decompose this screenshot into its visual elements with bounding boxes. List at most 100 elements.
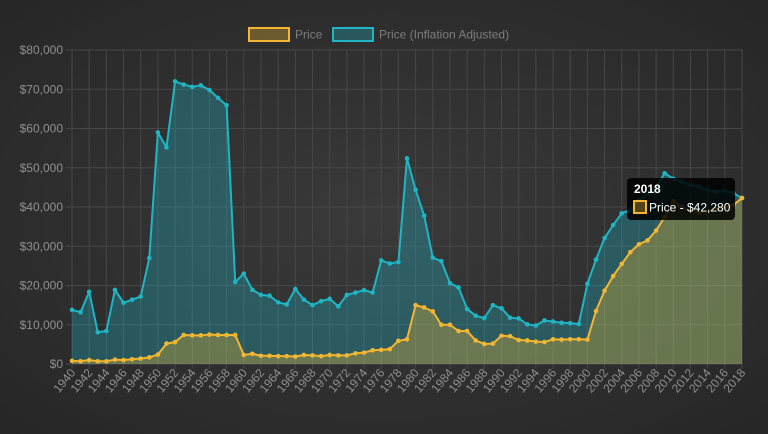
- point-price-inflation-adjusted[interactable]: [464, 306, 470, 312]
- point-price[interactable]: [147, 355, 152, 360]
- point-price-inflation-adjusted[interactable]: [439, 258, 444, 264]
- point-price[interactable]: [456, 328, 461, 334]
- point-price-inflation-adjusted[interactable]: [533, 323, 539, 328]
- point-price-inflation-adjusted[interactable]: [232, 279, 238, 285]
- point-price-inflation-adjusted[interactable]: [207, 87, 212, 93]
- point-price[interactable]: [576, 336, 582, 342]
- point-price-inflation-adjusted[interactable]: [344, 292, 350, 298]
- point-price-inflation-adjusted[interactable]: [456, 285, 461, 290]
- point-price[interactable]: [164, 341, 169, 346]
- point-price-inflation-adjusted[interactable]: [559, 320, 564, 326]
- point-price[interactable]: [499, 333, 504, 339]
- point-price-inflation-adjusted[interactable]: [310, 302, 315, 308]
- point-price[interactable]: [78, 358, 83, 364]
- point-price[interactable]: [318, 353, 324, 359]
- point-price[interactable]: [490, 341, 496, 346]
- point-price[interactable]: [138, 356, 144, 361]
- point-price-inflation-adjusted[interactable]: [78, 309, 83, 315]
- point-price-inflation-adjusted[interactable]: [95, 329, 101, 335]
- point-price-inflation-adjusted[interactable]: [301, 297, 307, 302]
- point-price[interactable]: [310, 353, 315, 358]
- point-price-inflation-adjusted[interactable]: [69, 307, 75, 313]
- point-price-inflation-adjusted[interactable]: [241, 271, 247, 277]
- point-price[interactable]: [653, 228, 659, 233]
- point-price-inflation-adjusted[interactable]: [258, 292, 264, 298]
- point-price[interactable]: [370, 347, 375, 353]
- point-price-inflation-adjusted[interactable]: [430, 255, 436, 260]
- point-price-inflation-adjusted[interactable]: [164, 145, 169, 150]
- point-price[interactable]: [739, 195, 745, 201]
- point-price[interactable]: [258, 353, 264, 359]
- point-price-inflation-adjusted[interactable]: [121, 300, 126, 306]
- point-price-inflation-adjusted[interactable]: [507, 315, 513, 320]
- point-price[interactable]: [482, 341, 487, 347]
- point-price[interactable]: [473, 338, 479, 343]
- point-price[interactable]: [275, 353, 281, 359]
- point-price[interactable]: [619, 261, 625, 267]
- point-price-inflation-adjusted[interactable]: [567, 320, 573, 326]
- point-price-inflation-adjusted[interactable]: [482, 315, 487, 321]
- point-price[interactable]: [550, 336, 556, 342]
- point-price-inflation-adjusted[interactable]: [396, 259, 401, 265]
- point-price-inflation-adjusted[interactable]: [215, 95, 221, 101]
- point-price-inflation-adjusted[interactable]: [585, 281, 590, 287]
- point-price-inflation-adjusted[interactable]: [172, 79, 178, 84]
- point-price[interactable]: [404, 336, 410, 342]
- point-price-inflation-adjusted[interactable]: [370, 290, 375, 295]
- point-price-inflation-adjusted[interactable]: [138, 294, 144, 299]
- point-price[interactable]: [413, 302, 418, 308]
- point-price-inflation-adjusted[interactable]: [499, 305, 504, 311]
- point-price[interactable]: [396, 338, 401, 344]
- point-price-inflation-adjusted[interactable]: [447, 280, 453, 286]
- point-price[interactable]: [344, 353, 350, 358]
- point-price-inflation-adjusted[interactable]: [284, 302, 290, 307]
- point-price-inflation-adjusted[interactable]: [490, 302, 496, 308]
- point-price-inflation-adjusted[interactable]: [224, 103, 229, 108]
- point-price-inflation-adjusted[interactable]: [155, 130, 161, 135]
- point-price[interactable]: [387, 346, 393, 352]
- point-price[interactable]: [610, 273, 616, 279]
- point-price-inflation-adjusted[interactable]: [318, 298, 324, 304]
- point-price-inflation-adjusted[interactable]: [86, 289, 92, 295]
- point-price[interactable]: [628, 249, 633, 255]
- point-price-inflation-adjusted[interactable]: [387, 261, 393, 266]
- point-price-inflation-adjusted[interactable]: [662, 170, 667, 176]
- point-price[interactable]: [86, 357, 92, 363]
- point-price-inflation-adjusted[interactable]: [524, 322, 530, 327]
- point-price-inflation-adjusted[interactable]: [250, 287, 255, 293]
- point-price[interactable]: [507, 333, 513, 339]
- point-price[interactable]: [645, 238, 650, 243]
- point-price[interactable]: [250, 351, 255, 357]
- point-price[interactable]: [224, 332, 229, 338]
- point-price[interactable]: [567, 336, 573, 342]
- point-price[interactable]: [95, 358, 101, 364]
- point-price[interactable]: [516, 337, 521, 343]
- point-price[interactable]: [112, 357, 118, 362]
- point-price[interactable]: [524, 338, 530, 343]
- point-price[interactable]: [585, 337, 590, 342]
- point-price-inflation-adjusted[interactable]: [610, 222, 616, 228]
- point-price[interactable]: [104, 358, 109, 364]
- point-price[interactable]: [636, 241, 642, 247]
- point-price-inflation-adjusted[interactable]: [413, 187, 418, 193]
- point-price[interactable]: [69, 358, 75, 364]
- point-price-inflation-adjusted[interactable]: [404, 156, 410, 161]
- point-price[interactable]: [430, 309, 436, 314]
- point-price-inflation-adjusted[interactable]: [576, 321, 582, 327]
- point-price-inflation-adjusted[interactable]: [378, 258, 384, 263]
- point-price-inflation-adjusted[interactable]: [104, 328, 109, 334]
- point-price[interactable]: [464, 328, 470, 334]
- point-price-inflation-adjusted[interactable]: [516, 316, 521, 321]
- point-price-inflation-adjusted[interactable]: [361, 287, 367, 293]
- legend-item-price[interactable]: Price: [248, 27, 323, 42]
- point-price[interactable]: [361, 350, 367, 355]
- point-price-inflation-adjusted[interactable]: [147, 255, 152, 261]
- point-price-inflation-adjusted[interactable]: [112, 287, 118, 293]
- point-price[interactable]: [198, 333, 204, 338]
- point-price[interactable]: [172, 339, 178, 345]
- point-price[interactable]: [327, 352, 332, 358]
- point-price-inflation-adjusted[interactable]: [421, 213, 427, 218]
- point-price[interactable]: [293, 354, 298, 359]
- point-price[interactable]: [335, 353, 341, 358]
- point-price-inflation-adjusted[interactable]: [267, 293, 272, 299]
